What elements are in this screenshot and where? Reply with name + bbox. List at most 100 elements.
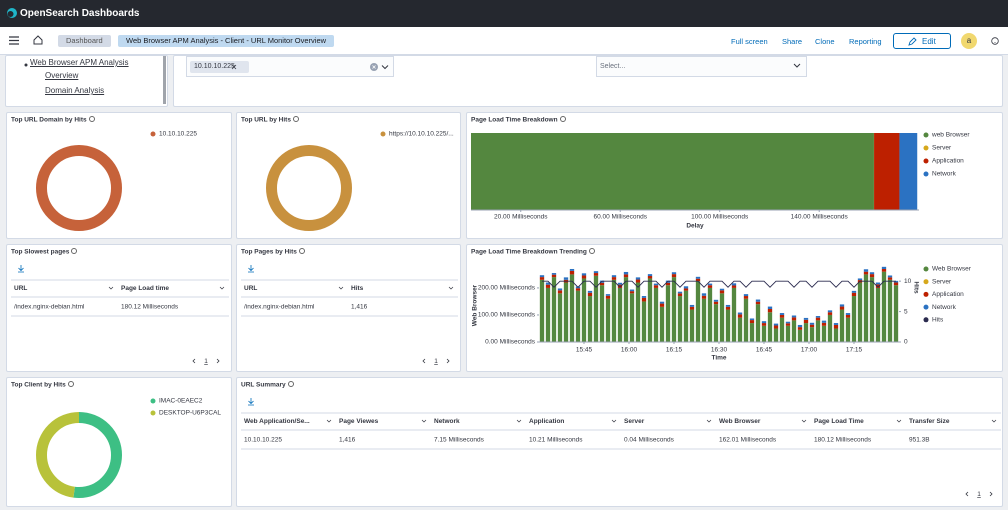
- bar-segment: [773, 325, 779, 329]
- bar-segment: [731, 283, 737, 286]
- bar-segment: [471, 133, 874, 210]
- link[interactable]: Web Browser APM Analysis: [30, 58, 129, 67]
- sort-chevron: [896, 419, 902, 423]
- panel-title-text: Top Pages by Hits: [241, 248, 297, 256]
- bar-segment: [689, 304, 695, 307]
- link[interactable]: Overview: [45, 71, 79, 80]
- download-icon: [248, 265, 254, 273]
- bar-segment: [851, 296, 857, 342]
- table-cell: 951.3B: [909, 437, 930, 444]
- bar-segment: [797, 327, 803, 330]
- select-box[interactable]: Select...: [596, 56, 807, 77]
- bar-segment: [641, 297, 647, 302]
- bar-segment: [539, 275, 545, 278]
- chip-remove[interactable]: [231, 64, 237, 70]
- bar-segment: [695, 281, 701, 342]
- panel: Web Browser Server Application Network Hits 0…: [466, 244, 1003, 372]
- bar-segment: [683, 288, 689, 291]
- bar-segment: [599, 282, 605, 286]
- edit-button[interactable]: Edit: [893, 33, 951, 49]
- bar-segment: [575, 290, 581, 342]
- logo: [7, 8, 17, 18]
- bar-segment: [575, 288, 581, 291]
- bar-segment: [713, 299, 719, 302]
- bar-segment: [815, 316, 821, 318]
- table-cell: /index.nginx-debian.html: [14, 304, 85, 311]
- donut-slice: [266, 145, 352, 231]
- bar-segment: [761, 321, 767, 324]
- y-tick-label: 0.00 Milliseconds: [485, 339, 536, 346]
- panel-canvas: IMAC-0EAEC2 DESKTOP-U6P3CAL: [36, 398, 221, 498]
- bar-segment: [659, 306, 665, 342]
- bar-segment: [551, 274, 557, 278]
- x-tick-label: 16:00: [621, 347, 638, 354]
- bar-segment: [587, 292, 593, 297]
- action-link[interactable]: Reporting: [849, 37, 882, 46]
- legend-swatch: [923, 279, 929, 285]
- panel-canvas: URL Page Load time/index.nginx-debian.htm…: [11, 265, 229, 365]
- bar-segment: [773, 323, 779, 326]
- legend-label: Network: [932, 304, 957, 311]
- sort-chevron: [108, 286, 114, 290]
- bar-segment: [743, 298, 749, 342]
- home-icon[interactable]: [33, 35, 43, 45]
- bar-segment: [791, 317, 797, 321]
- bar-segment: [707, 283, 713, 286]
- action-link[interactable]: Share: [782, 37, 803, 46]
- bar-segment: [653, 287, 659, 342]
- combo-controls[interactable]: [370, 62, 390, 72]
- page-next: [216, 358, 220, 364]
- legend-swatch: [923, 304, 929, 310]
- bar-segment: [605, 298, 611, 342]
- bar-segment: [569, 268, 575, 271]
- page-number: 1: [204, 358, 208, 365]
- panel-title-text: Top URL Domain by Hits: [11, 116, 87, 124]
- bar-segment: [791, 320, 797, 342]
- panel-title: URL Summary: [241, 381, 294, 389]
- bar-segment: [701, 298, 707, 342]
- info-icon: [88, 116, 95, 122]
- link[interactable]: Domain Analysis: [45, 86, 105, 95]
- action-link[interactable]: Clone: [815, 37, 835, 46]
- bar-segment: [755, 301, 761, 305]
- avatar[interactable]: a: [961, 33, 977, 49]
- bar-segment: [635, 279, 641, 283]
- bar-segment: [623, 271, 629, 275]
- bar-segment: [581, 278, 587, 342]
- bar-segment: [737, 314, 743, 318]
- menu-icon[interactable]: [9, 36, 19, 45]
- bar-segment: [659, 301, 665, 304]
- help-icon[interactable]: [991, 37, 999, 45]
- panel: web Browser Server Application Network 20.00…: [466, 112, 1003, 239]
- sort-chevron: [421, 419, 427, 423]
- info-icon: [67, 381, 74, 387]
- column-header: Hits: [351, 285, 364, 292]
- bar-segment: [797, 329, 803, 342]
- panel-title-text: Page Load Time Breakdown: [471, 116, 558, 124]
- top-bar: OpenSearch Dashboards: [0, 0, 1008, 27]
- legend-swatch: [150, 131, 156, 137]
- table-cell: 1,416: [351, 304, 368, 311]
- bar-segment: [629, 291, 635, 294]
- sort-chevron: [706, 419, 712, 423]
- bar-segment: [887, 277, 893, 280]
- column-header: Server: [624, 418, 645, 425]
- filter-chip[interactable]: 10.10.10.225: [190, 61, 249, 73]
- breadcrumb[interactable]: Dashboard: [58, 35, 111, 47]
- bar-segment: [749, 323, 755, 342]
- bar-segment: [647, 278, 653, 342]
- bar-segment: [641, 296, 647, 298]
- breadcrumb-current: Web Browser APM Analysis - Client - URL …: [118, 35, 335, 47]
- column-header: Page Load time: [121, 285, 169, 292]
- action-link[interactable]: Full screen: [731, 37, 768, 46]
- panel-canvas: 10.10.10.225: [36, 131, 197, 231]
- scrollbar[interactable]: [163, 56, 166, 104]
- panel-title-text: URL Summary: [241, 381, 286, 389]
- chip-label: 10.10.10.225: [194, 63, 235, 70]
- bar-segment: [833, 324, 839, 329]
- panel-canvas: Web Browser Server Application Network Hits 0…: [472, 266, 972, 362]
- bar-segment: [557, 293, 563, 342]
- combo-box[interactable]: 10.10.10.225: [186, 56, 394, 77]
- legend-label: Application: [932, 158, 964, 165]
- bar-segment: [623, 274, 629, 278]
